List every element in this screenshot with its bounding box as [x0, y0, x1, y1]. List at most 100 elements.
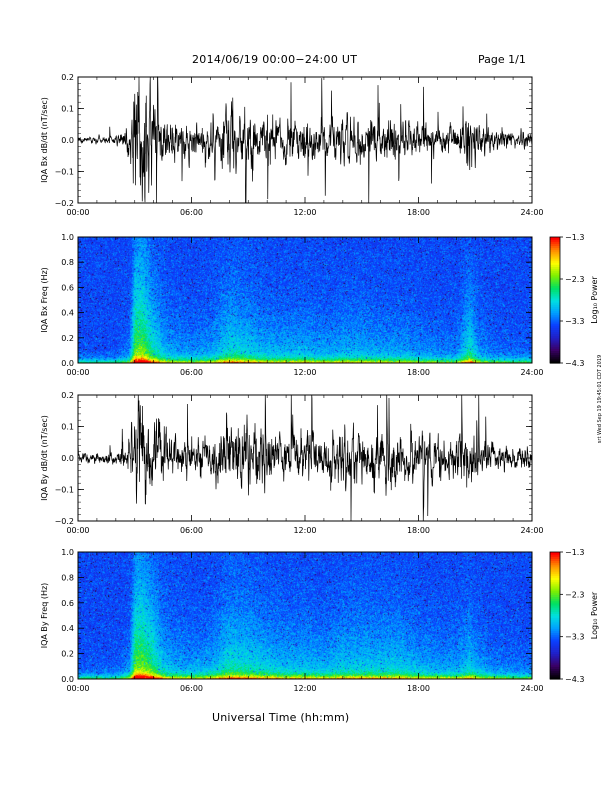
colorbar-segment — [550, 607, 560, 610]
colorbar-segment — [550, 647, 560, 650]
colorbar-frame — [549, 236, 561, 364]
colorbar-segment — [550, 318, 560, 322]
colorbar-segment — [550, 560, 560, 564]
x-tick-label: 18:00 — [407, 368, 430, 377]
colorbar-label: Log₁₀ Power — [590, 276, 599, 324]
plot-frame-top — [77, 76, 533, 204]
colorbar-segment — [550, 253, 560, 257]
y-tick-label: 0.0 — [61, 675, 74, 684]
y-axis-label: IQA Bx Freq (Hz) — [40, 267, 49, 333]
colorbar-segment — [550, 583, 560, 587]
colorbar-segment — [550, 626, 560, 629]
y-tick-label: 0.2 — [61, 391, 74, 400]
x-tick-label: 12:00 — [293, 684, 316, 693]
colorbar-segment — [550, 674, 560, 678]
colorbar-segment — [550, 556, 560, 559]
y-tick-label: 0.0 — [61, 136, 74, 145]
colorbar-segment — [550, 662, 560, 665]
colorbar-segment — [550, 258, 560, 261]
colorbar-segment — [550, 306, 560, 309]
colorbar-segment — [550, 564, 560, 568]
panel-2: 00:00 06:00 12:00 18:00 24:00 0.0 0.2 0.4 0.6 0.8… — [40, 233, 544, 377]
colorbar-segment — [550, 640, 560, 644]
y-tick-label: 0.2 — [61, 334, 74, 343]
x-tick-label: 12:00 — [293, 526, 316, 535]
colorbar-segment — [550, 577, 560, 581]
colorbar-segment — [550, 300, 560, 303]
colorbar-segment — [550, 264, 560, 267]
colorbar-segment — [550, 348, 560, 351]
x-tick-label: 06:00 — [180, 208, 203, 217]
colorbar-segment — [550, 268, 560, 272]
colorbar-segment — [550, 316, 560, 320]
colorbar-segment — [550, 602, 560, 606]
x-tick-label: 06:00 — [180, 526, 203, 535]
colorbar-segment — [550, 645, 560, 648]
colorbar-frame — [549, 551, 561, 680]
colorbar-segment — [550, 260, 560, 263]
x-tick-label: 00:00 — [66, 208, 89, 217]
colorbar-segment — [550, 325, 560, 328]
colorbar-segment — [550, 297, 560, 301]
colorbar-segment — [550, 621, 560, 625]
x-tick-label: 06:00 — [180, 368, 203, 377]
colorbar-segment — [550, 657, 560, 661]
colorbar-segment — [550, 323, 560, 326]
colorbar-segment — [550, 291, 560, 295]
colorbar-segment — [550, 281, 560, 284]
y-tick-label: 0.6 — [61, 283, 74, 292]
y-tick-label: −0.1 — [55, 168, 74, 177]
y-tick-label: 0.0 — [61, 359, 74, 368]
colorbar-segment — [550, 571, 560, 574]
colorbar-segment — [550, 262, 560, 265]
colorbar-segment — [550, 344, 560, 347]
colorbar-segment — [550, 623, 560, 627]
colorbar-segment — [550, 245, 560, 249]
colorbar-segment — [550, 575, 560, 578]
colorbar-segment — [550, 266, 560, 270]
colorbar-tick-label: −1.3 — [565, 548, 584, 557]
colorbar-segment — [550, 342, 560, 345]
colorbar-segment — [550, 293, 560, 297]
colorbar-segment — [550, 581, 560, 585]
colorbar-segment — [550, 346, 560, 349]
colorbar-segment — [550, 598, 560, 602]
y-axis-label: IQA Bx dB/dt (nT/sec) — [40, 97, 49, 183]
colorbar-segment — [550, 668, 560, 672]
y-tick-label: 0.2 — [61, 650, 74, 659]
colorbar-segment — [550, 676, 560, 680]
plot-frame-top — [77, 394, 533, 522]
x-tick-label: 12:00 — [293, 368, 316, 377]
colorbar-segment — [550, 283, 560, 286]
colorbar-segment — [550, 596, 560, 600]
colorbar-segment — [550, 666, 560, 670]
colorbar-segment — [550, 251, 560, 255]
colorbar-segment — [550, 279, 560, 282]
colorbar-segment — [550, 310, 560, 314]
colorbar-segment — [550, 335, 560, 339]
colorbar-segment — [550, 649, 560, 653]
colorbar-segment — [550, 314, 560, 318]
x-tick-label: 00:00 — [66, 368, 89, 377]
colorbar-segment — [550, 354, 560, 358]
y-tick-label: 0.1 — [61, 423, 74, 432]
y-tick-label: 1.0 — [61, 548, 74, 557]
colorbar-segment — [550, 587, 560, 591]
y-axis-label: IQA By dB/dt (nT/sec) — [40, 415, 49, 501]
colorbar-segment — [550, 562, 560, 566]
colorbar-segment — [550, 356, 560, 360]
x-tick-label: 18:00 — [407, 526, 430, 535]
colorbar-segment — [550, 630, 560, 634]
colorbar-segment — [550, 247, 560, 251]
colorbar: −4.3 −3.3 −2.3 −1.3 Log₁₀ Power — [549, 233, 599, 368]
colorbar-segment — [550, 304, 560, 307]
colorbar-segment — [550, 276, 560, 280]
colorbar-segment — [550, 590, 560, 593]
colorbar-segment — [550, 554, 560, 557]
colorbar-segment — [550, 585, 560, 589]
colorbar-segment — [550, 632, 560, 636]
y-tick-label: −0.1 — [55, 486, 74, 495]
colorbar-segment — [550, 237, 560, 240]
x-tick-label: 00:00 — [66, 684, 89, 693]
